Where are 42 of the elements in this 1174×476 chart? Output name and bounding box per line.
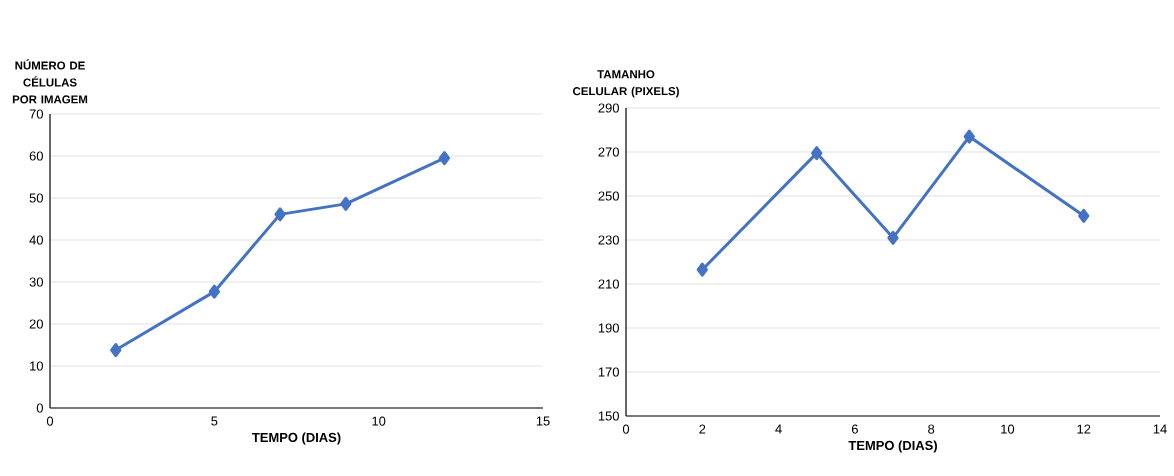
y-tick-label: 20 [29, 319, 43, 329]
y-tick-label: 0 [36, 403, 43, 413]
x-tick-label: 14 [1153, 424, 1167, 434]
y-tick-label: 150 [598, 411, 619, 421]
point [274, 207, 286, 222]
point [963, 129, 975, 144]
y-tick-label: 190 [598, 323, 619, 333]
x-tick-label: 15 [536, 416, 550, 426]
y-tick-label: 60 [29, 151, 43, 161]
point [110, 343, 122, 358]
x-tick-label: 4 [775, 424, 782, 434]
x-tick-label: 0 [46, 416, 54, 426]
x-tick-label: 0 [622, 424, 630, 434]
point [1078, 208, 1090, 223]
point [208, 284, 220, 299]
point [887, 230, 899, 245]
x-axis-title: TEMPO (DIAS) [252, 432, 341, 445]
y-tick-label: 270 [598, 147, 619, 157]
y-tick-label: 10 [30, 361, 43, 371]
y-tick-label: 230 [598, 235, 619, 245]
y-tick-label: 70 [29, 109, 43, 119]
x-tick-label: 10 [372, 416, 386, 426]
x-tick-label: 12 [1077, 424, 1091, 434]
x-tick-label: 10 [1001, 424, 1015, 434]
y-tick-label: 170 [598, 367, 619, 377]
y-axis-title: NÚMERO DE CÉLULAS POR IMAGEM [12, 59, 88, 104]
y-axis-title: TAMANHO CELULAR (PIXELS) [573, 70, 679, 98]
x-tick-label: 6 [851, 424, 858, 434]
y-tick-label: 40 [29, 235, 43, 245]
point [696, 262, 708, 277]
point [811, 146, 823, 161]
y-tick-label: 50 [29, 193, 43, 203]
y-tick-label: 290 [598, 103, 619, 113]
y-tick-label: 210 [598, 279, 619, 289]
x-tick-label: 5 [211, 416, 218, 426]
point [438, 151, 451, 166]
x-axis-title: TEMPO (DIAS) [848, 440, 937, 453]
x-tick-label: 8 [928, 424, 935, 434]
x-tick-label: 2 [699, 424, 706, 434]
y-tick-label: 30 [29, 277, 43, 287]
point [340, 196, 352, 211]
y-tick-label: 250 [598, 191, 619, 201]
